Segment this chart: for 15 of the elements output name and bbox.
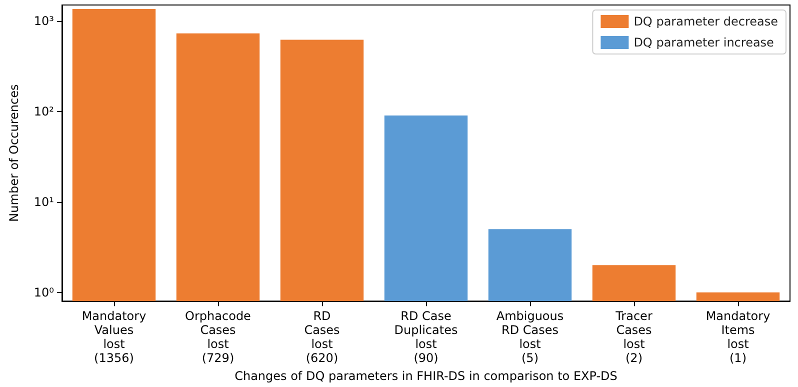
y-tick-label: 10³ bbox=[34, 14, 54, 28]
x-tick-label: Mandatory Values lost (1356) bbox=[82, 309, 146, 366]
x-tick-label: Ambiguous RD Cases lost (5) bbox=[496, 309, 564, 366]
y-tick-label: 10² bbox=[34, 104, 54, 118]
x-tick-label: RD Case Duplicates lost (90) bbox=[394, 309, 458, 366]
legend-label: DQ parameter increase bbox=[634, 36, 774, 50]
x-axis-title: Changes of DQ parameters in FHIR-DS in comparison to EXP-DS bbox=[234, 369, 618, 383]
legend-label: DQ parameter decrease bbox=[634, 14, 778, 28]
y-axis-title: Number of Occurences bbox=[7, 84, 21, 222]
x-tick-label: Mandatory Items lost (1) bbox=[706, 309, 770, 366]
x-tick-label: RD Cases lost (620) bbox=[304, 309, 340, 366]
x-tick-label: Orphacode Cases lost (729) bbox=[185, 309, 251, 366]
y-tick-label: 10¹ bbox=[34, 194, 54, 209]
y-tick-label: 10⁰ bbox=[34, 285, 54, 300]
x-tick-label: Tracer Cases lost (2) bbox=[614, 309, 652, 366]
